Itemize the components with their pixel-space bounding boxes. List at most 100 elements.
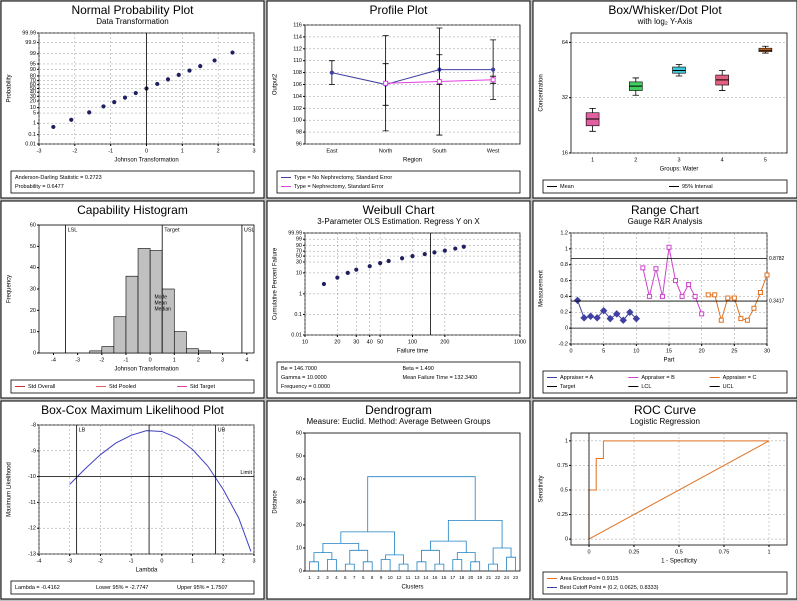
x-tick-label: 12: [397, 575, 403, 580]
bar: [113, 316, 127, 354]
y-tick-label: 20: [296, 522, 302, 528]
legend-label: Mean: [560, 184, 574, 190]
y-tick-label: 30: [30, 286, 36, 292]
x-tick-label: 21: [486, 575, 492, 580]
y-axis-label: Cumulative Percent Failure: [273, 247, 279, 320]
x-tick-label: 11: [406, 575, 411, 580]
legend-box: [10, 580, 255, 595]
x-tick-label: 13: [414, 575, 420, 580]
marker: [632, 314, 641, 323]
x-tick-label: 0: [149, 357, 152, 363]
x-axis-label: Part: [663, 358, 674, 364]
marker: [367, 264, 372, 269]
x-tick-label: 5: [362, 575, 365, 580]
y-axis-label: Output2: [273, 73, 279, 95]
y-tick-label: 90: [30, 67, 36, 73]
legend-box: [276, 361, 521, 394]
legend-label: Type = No Nephrectomy, Standard Error: [294, 175, 392, 181]
annotation: Mean: [155, 300, 168, 306]
bar: [186, 348, 199, 354]
marker: [653, 266, 659, 272]
marker: [155, 81, 160, 87]
marker: [731, 295, 737, 301]
reference-label: LB: [79, 427, 86, 433]
y-tick-label: 10: [296, 270, 302, 276]
marker: [744, 317, 750, 323]
y-axis-label: Distance: [273, 490, 279, 514]
x-tick-label: 20: [468, 575, 474, 580]
x-tick-label: 17: [450, 575, 456, 580]
marker: [640, 265, 646, 271]
y-tick-label: 20: [30, 99, 36, 105]
x-tick-label: 1: [181, 148, 184, 154]
y-tick-label: 10: [296, 545, 302, 551]
marker: [165, 77, 171, 82]
marker: [378, 261, 383, 266]
chart-title: Profile Plot: [369, 3, 428, 17]
marker: [410, 253, 415, 259]
legend-label: Appraiser = C: [723, 375, 757, 381]
x-tick-label: 2: [317, 575, 320, 580]
y-tick-label: 90: [296, 243, 302, 249]
chart-subtitle: Measure: Euclid. Method: Average Between…: [307, 417, 491, 426]
marker: [580, 314, 588, 322]
y-tick-label: 16: [562, 150, 568, 156]
y-tick-label: 99.99: [288, 230, 302, 236]
x-tick-label: 2: [217, 148, 220, 154]
x-tick-label: 50: [377, 339, 383, 345]
y-tick-label: 40: [30, 90, 36, 96]
x-tick-label: -2: [72, 148, 77, 154]
x-tick-label: 2: [634, 157, 637, 163]
x-axis-label: Johnson Transformation: [114, 367, 178, 373]
marker: [738, 316, 744, 322]
marker: [666, 244, 672, 250]
footer-text: Anderson-Darling Statistic = 0.2723: [15, 175, 102, 181]
annotation: Mode: [155, 294, 168, 300]
legend-label: Type = Nephrectomy, Standard Error: [294, 184, 384, 190]
reference-value: 0.8782: [769, 256, 785, 262]
marker: [626, 308, 634, 316]
series-line: [588, 440, 770, 540]
y-tick-label: 1.2: [560, 230, 568, 236]
chart-title: Normal Probability Plot: [71, 3, 194, 17]
x-tick-label: -4: [37, 558, 42, 564]
legend-label: Area Enclosed = 0.9115: [560, 576, 618, 582]
y-tick-label: 0.25: [557, 512, 568, 518]
reference-label: Limit: [240, 470, 252, 476]
y-axis-label: Measurement: [539, 270, 545, 307]
bar: [89, 350, 103, 354]
footer-text: Probability = 0.6477: [15, 184, 64, 190]
y-tick-label: -8: [31, 422, 36, 428]
legend-box: [542, 179, 788, 194]
y-tick-label: 50: [296, 254, 302, 260]
y-tick-label: 5: [33, 110, 36, 116]
x-tick-label: 0: [569, 348, 572, 354]
marker: [69, 117, 74, 122]
plot-area: [570, 32, 788, 154]
marker: [442, 248, 447, 253]
footer-text: Lambda = -0.4162: [15, 585, 60, 591]
y-tick-label: 10: [30, 105, 36, 111]
marker: [212, 58, 217, 63]
legend-box: [542, 370, 788, 394]
x-axis-label: 1 - Specificity: [661, 559, 697, 565]
y-tick-label: -0.2: [559, 341, 568, 347]
x-tick-label: -1: [108, 148, 113, 154]
marker: [432, 250, 437, 255]
chart-subtitle: with log₂ Y-Axis: [637, 17, 693, 26]
bar: [101, 346, 115, 354]
x-tick-label: 100: [408, 339, 417, 345]
y-tick-label: 102: [293, 106, 302, 112]
y-tick-label: 50: [296, 453, 302, 459]
marker: [686, 282, 692, 288]
y-tick-label: 50: [30, 86, 36, 92]
x-tick-label: 6: [344, 575, 347, 580]
bar: [173, 331, 187, 354]
legend-box: [10, 379, 255, 394]
marker: [329, 70, 334, 75]
marker: [399, 256, 405, 261]
y-tick-label: 0.6: [560, 278, 568, 284]
x-tick-label: 3: [252, 558, 255, 564]
x-tick-label: 40: [367, 339, 373, 345]
